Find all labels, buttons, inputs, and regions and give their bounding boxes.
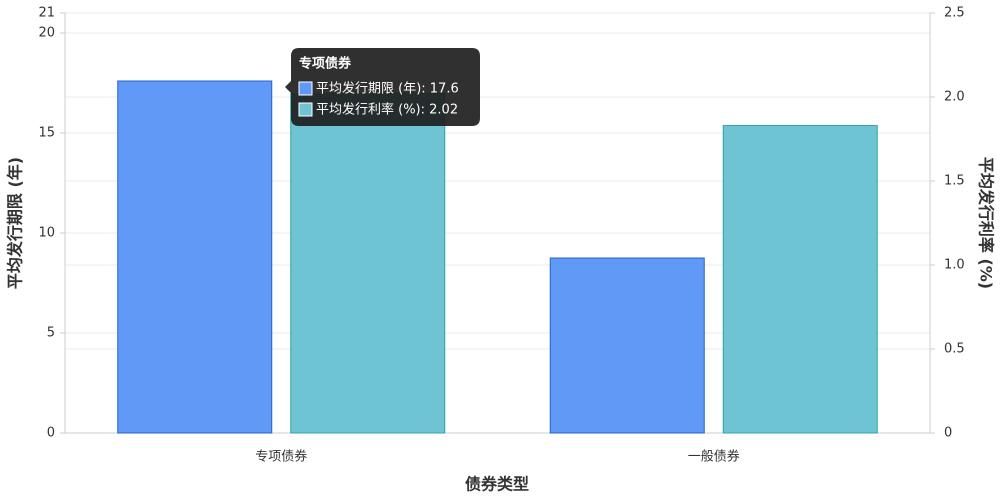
bar xyxy=(549,257,705,434)
tooltip-swatch xyxy=(298,81,313,96)
tooltip-swatch xyxy=(298,102,313,117)
y2-axis-title: 平均发行利率 (%) xyxy=(977,157,996,289)
y-tick-label: 20 xyxy=(38,26,55,41)
tooltip-line: 平均发行利率 (%): 2.02 xyxy=(316,102,458,118)
x-tick-label: 一般债券 xyxy=(688,449,740,465)
y2-tick-label: 1.0 xyxy=(944,258,965,273)
y2-tick-label: 1.5 xyxy=(944,174,965,189)
y-tick-label: 0 xyxy=(47,426,55,441)
y2-tick-label: 0.5 xyxy=(944,342,965,357)
y-tick-label: 21 xyxy=(38,6,55,21)
y-tick-label: 5 xyxy=(47,326,55,341)
tooltip-box xyxy=(285,48,480,126)
y-tick-label: 15 xyxy=(38,126,55,141)
x-tick-label: 专项债券 xyxy=(255,449,307,465)
y-tick-label: 10 xyxy=(38,226,55,241)
x-axis-title: 债券类型 xyxy=(465,475,529,494)
y2-tick-label: 2.0 xyxy=(944,90,965,105)
tooltip-line: 平均发行期限 (年): 17.6 xyxy=(316,81,459,97)
y2-tick-label: 0 xyxy=(944,426,952,441)
y2-tick-label: 2.5 xyxy=(944,6,965,21)
bar xyxy=(722,125,878,434)
bar xyxy=(117,80,273,434)
bar xyxy=(290,93,446,434)
y-axis-title: 平均发行期限 (年) xyxy=(6,157,25,289)
tooltip-title: 专项债券 xyxy=(299,56,352,72)
